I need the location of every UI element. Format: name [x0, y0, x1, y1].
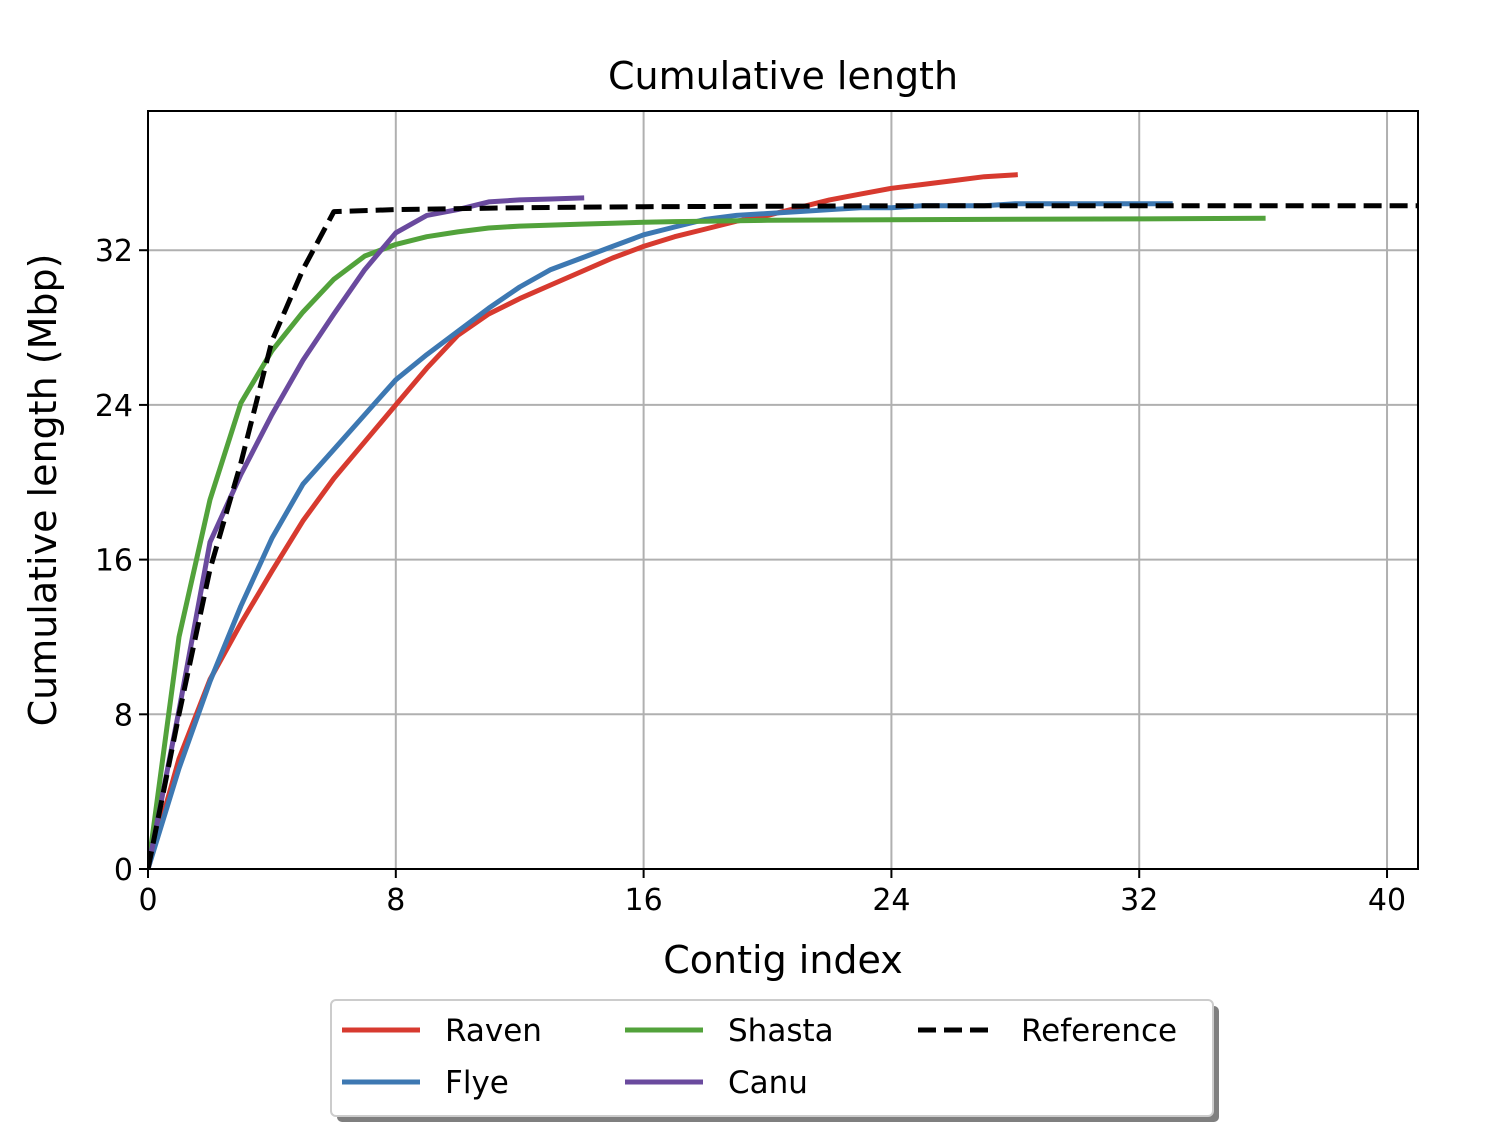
y-tick-label: 8 [114, 698, 133, 733]
x-tick-label: 32 [1120, 883, 1158, 918]
legend-label-flye: Flye [445, 1065, 509, 1101]
x-axis-label: Contig index [663, 938, 903, 982]
chart-title: Cumulative length [608, 54, 958, 98]
y-axis-ticks: 0 8 16 24 32 [95, 234, 148, 888]
y-axis-label: Cumulative length (Mbp) [21, 254, 65, 727]
legend-label-shasta: Shasta [728, 1013, 834, 1049]
y-tick-label: 24 [95, 389, 133, 424]
x-tick-label: 8 [386, 883, 405, 918]
series-line-flye [148, 201, 1173, 869]
grid-lines [147, 111, 1418, 870]
x-axis-ticks: 0 8 16 24 32 40 [138, 869, 1406, 918]
series-layer [148, 172, 1418, 869]
y-tick-label: 16 [95, 544, 133, 579]
legend: Raven Flye Shasta Canu Reference [330, 999, 1219, 1122]
series-line-raven [148, 172, 1018, 869]
x-tick-label: 16 [625, 883, 663, 918]
x-tick-label: 0 [138, 883, 157, 918]
x-tick-label: 24 [872, 883, 910, 918]
series-line-shasta [148, 215, 1266, 869]
axes-frame [147, 110, 1419, 870]
legend-label-canu: Canu [728, 1065, 808, 1101]
legend-label-reference: Reference [1021, 1013, 1177, 1049]
x-tick-label: 40 [1368, 883, 1406, 918]
series-line-reference [148, 203, 1418, 869]
legend-label-raven: Raven [445, 1013, 542, 1049]
legend-box [330, 999, 1214, 1117]
series-line-canu [148, 195, 585, 869]
y-tick-label: 0 [114, 853, 133, 888]
y-tick-label: 32 [95, 234, 133, 269]
